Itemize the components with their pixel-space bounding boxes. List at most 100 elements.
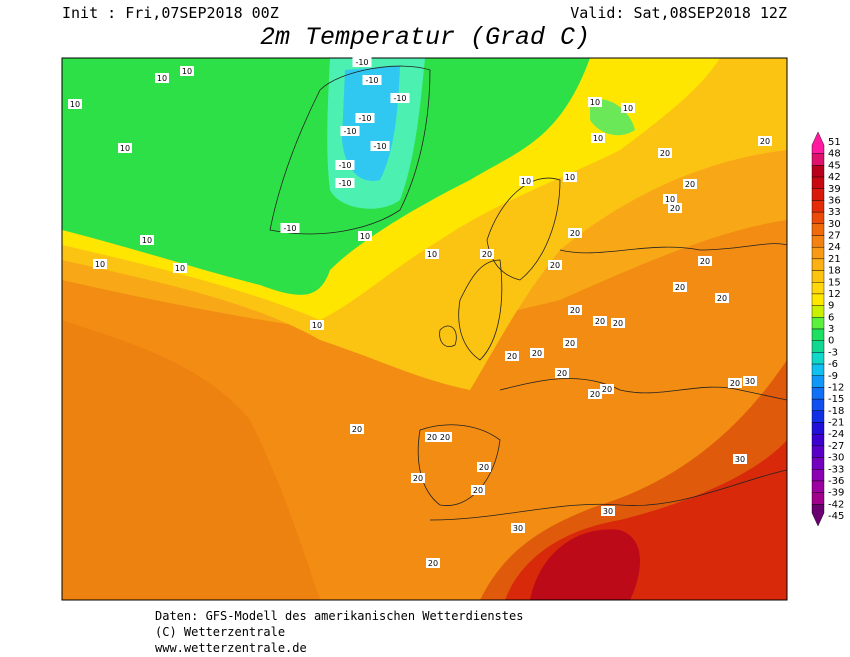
contour-label: 20 — [613, 319, 623, 328]
colorbar-label: -18 — [828, 406, 844, 417]
colorbar-label: -42 — [828, 499, 844, 510]
colorbar-label: 3 — [828, 324, 834, 335]
contour-label: 10 — [70, 100, 80, 109]
footer-line: Daten: GFS-Modell des amerikanischen Wet… — [155, 609, 523, 623]
contour-label: -10 — [338, 161, 351, 170]
contour-label-box — [658, 148, 672, 158]
colorbar-label: 36 — [828, 195, 841, 206]
contour-label-box — [335, 160, 355, 170]
contour-label-box — [511, 523, 525, 533]
colorbar-label: 6 — [828, 312, 834, 323]
contour-label-box — [683, 179, 697, 189]
colorbar-segment — [811, 165, 825, 178]
contour-label: 20 — [440, 433, 450, 442]
colorbar-label: -30 — [828, 453, 844, 464]
contour-label-box — [758, 136, 772, 146]
contour-label-box — [568, 305, 582, 315]
contour-label: 20 — [550, 261, 560, 270]
contour-label-box — [568, 228, 582, 238]
contour-label-box — [728, 378, 742, 388]
colorbar-label: -15 — [828, 394, 844, 405]
colorbar-segment — [811, 223, 825, 236]
contour-label: 20 — [413, 474, 423, 483]
contour-label: 20 — [479, 463, 489, 472]
colorbar-segment — [811, 246, 825, 260]
contour-label-box — [350, 424, 364, 434]
colorbar-label: -45 — [828, 511, 844, 522]
colorbar-label: -9 — [828, 371, 838, 382]
contour-label: 10 — [120, 144, 130, 153]
colorbar-segment — [811, 270, 825, 283]
colorbar-label: 27 — [828, 231, 841, 242]
colorbar-label: 18 — [828, 266, 841, 277]
contour-label-box — [588, 389, 602, 399]
contour-label: -10 — [343, 127, 356, 136]
contour-label: 20 — [570, 306, 580, 315]
contour-label-box — [355, 113, 375, 123]
contour-label: 10 — [360, 232, 370, 241]
contour-label-box — [548, 260, 562, 270]
contour-label-box — [411, 473, 425, 483]
colorbar-label: -21 — [828, 418, 844, 429]
colorbar-segment — [811, 398, 825, 412]
contour-label: 20 — [660, 149, 670, 158]
colorbar-segment — [811, 387, 825, 400]
colorbar-label: 12 — [828, 289, 841, 300]
colorbar-label: -33 — [828, 464, 844, 475]
contour-label: 10 — [593, 134, 603, 143]
colorbar-segment — [811, 211, 825, 225]
contour-label: 10 — [427, 250, 437, 259]
colorbar-segment — [811, 480, 825, 493]
colorbar-label: 42 — [828, 172, 841, 183]
contour-label: 10 — [623, 104, 633, 113]
contour-label: -10 — [338, 179, 351, 188]
colorbar-label: 21 — [828, 254, 841, 265]
colorbar-segment — [811, 375, 825, 388]
colorbar-segment — [811, 445, 825, 458]
colorbar-segment — [811, 469, 825, 482]
map-frame — [61, 57, 788, 601]
contour-label: 20 — [595, 317, 605, 326]
contour-label-box — [673, 282, 687, 292]
contour-label: -10 — [365, 76, 378, 85]
contour-label: 10 — [521, 177, 531, 186]
contour-label-box — [352, 57, 372, 67]
contour-label-box — [370, 141, 390, 151]
contour-label: 20 — [675, 283, 685, 292]
contour-label-box — [743, 376, 757, 386]
contour-label-box — [505, 351, 519, 361]
colorbar-label: 39 — [828, 184, 841, 195]
contour-label: 10 — [157, 74, 167, 83]
contour-label-box — [555, 368, 569, 378]
contour-label: 20 — [685, 180, 695, 189]
contour-label: 20 — [482, 250, 492, 259]
contour-label: 20 — [700, 257, 710, 266]
colorbar-label: 45 — [828, 160, 841, 171]
colorbar-label: -12 — [828, 382, 844, 393]
contour-label: 20 — [730, 379, 740, 388]
contour-label-box — [611, 318, 625, 328]
contour-label: 20 — [570, 229, 580, 238]
contour-label-box — [280, 223, 300, 233]
contour-label: 30 — [513, 524, 523, 533]
contour-label: 10 — [182, 67, 192, 76]
contour-label-box — [425, 432, 439, 442]
contour-label: 20 — [602, 385, 612, 394]
contour-label: 10 — [565, 173, 575, 182]
colorbar-label: -39 — [828, 488, 844, 499]
colorbar-segment — [811, 433, 825, 447]
contour-label: 20 — [760, 137, 770, 146]
colorbar-segment — [811, 282, 825, 295]
colorbar-label: 30 — [828, 219, 841, 230]
contour-label: 20 — [590, 390, 600, 399]
contour-label: 10 — [142, 236, 152, 245]
contour-label-box — [621, 103, 635, 113]
colorbar-label: -24 — [828, 429, 844, 440]
colorbar-segment — [811, 293, 825, 306]
colorbar-label: 48 — [828, 149, 841, 160]
contour-label-box — [426, 558, 440, 568]
contour-label-box — [600, 384, 614, 394]
contour-label-box — [663, 194, 677, 204]
contour-label-box — [733, 454, 747, 464]
